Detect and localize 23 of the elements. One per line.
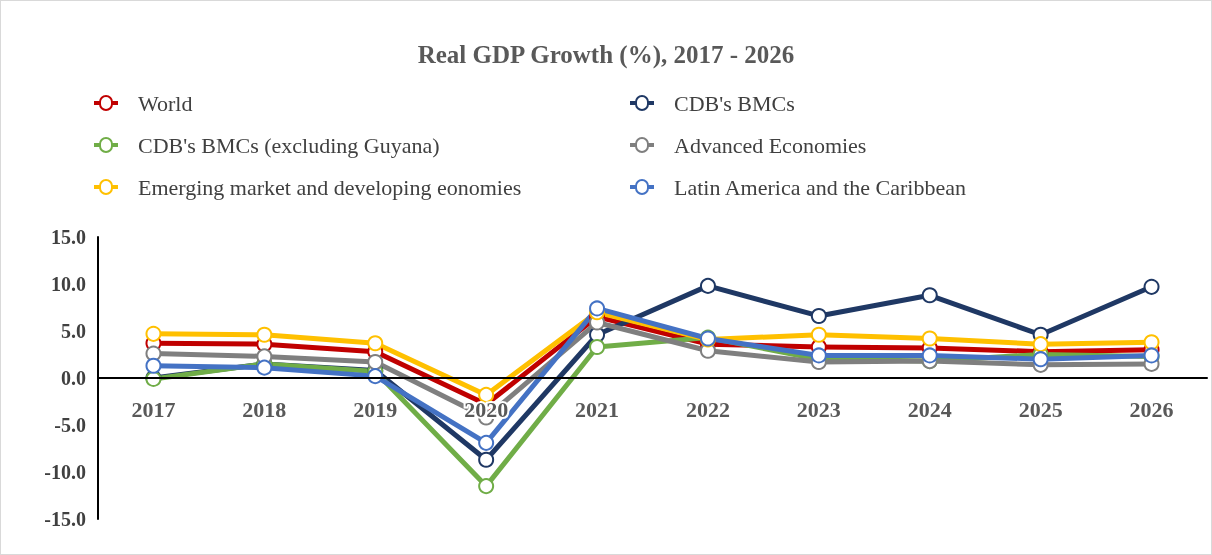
- legend-label: Advanced Economies: [674, 132, 867, 158]
- legend-label: Emerging market and developing eonomies: [138, 174, 522, 200]
- legend-label: CDB's BMCs (excluding Guyana): [138, 132, 440, 158]
- x-tick-label: 2025: [1018, 396, 1063, 422]
- x-tick-label: 2018: [242, 396, 287, 422]
- x-tick-label: 2019: [353, 396, 398, 422]
- y-tick-label: 10.0: [51, 273, 86, 295]
- x-tick-label: 2022: [685, 396, 730, 422]
- x-tick-label: 2017: [131, 396, 176, 422]
- y-tick-label: -15.0: [44, 508, 86, 530]
- x-tick-label: 2021: [575, 396, 620, 422]
- y-tick-label: -5.0: [54, 414, 86, 436]
- chart-title: Real GDP Growth (%), 2017 - 2026: [417, 41, 795, 69]
- x-tick-label: 2026: [1129, 396, 1174, 422]
- y-tick-label: 15.0: [51, 226, 86, 248]
- x-tick-label: 2024: [907, 396, 952, 422]
- legend-label: CDB's BMCs: [674, 90, 795, 116]
- y-tick-label: 0.0: [61, 367, 86, 389]
- legend-label: World: [138, 90, 193, 116]
- legend-label: Latin America and the Caribbean: [674, 174, 966, 200]
- y-tick-label: -10.0: [44, 461, 86, 483]
- x-tick-label: 2023: [796, 396, 841, 422]
- y-tick-label: 5.0: [61, 320, 86, 342]
